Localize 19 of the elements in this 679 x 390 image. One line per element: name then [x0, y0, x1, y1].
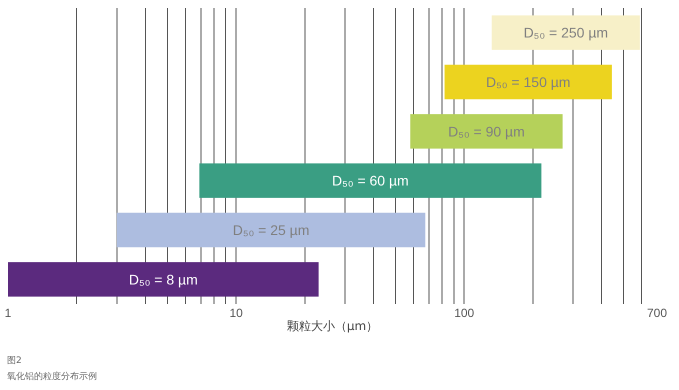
y-tick-label: D₅₀ = 250 µm: [524, 24, 608, 41]
bar: [116, 212, 426, 248]
y-tick-label: D₅₀ = 60 µm: [332, 172, 409, 189]
bar: [410, 114, 563, 149]
x-tick-label: 700: [646, 306, 668, 320]
y-tick-label: D₅₀ = 150 µm: [486, 74, 570, 90]
y-tick-label: D₅₀ = 8 µm: [128, 271, 198, 288]
bar: [199, 163, 542, 198]
caption: 图2: [7, 356, 22, 366]
text: 氧化铝的粒度分布示例: [7, 371, 97, 382]
bar: [444, 64, 612, 100]
y-tick-label: D₅₀ = 90 µm: [448, 123, 525, 140]
x-axis-title: 颗粒大小（µm）: [286, 318, 378, 333]
y-tick-label: D₅₀ = 25 µm: [232, 222, 310, 238]
bar: [492, 15, 640, 50]
bar: [8, 262, 319, 297]
x-tick-label: 10: [229, 306, 244, 320]
x-tick-label: 100: [454, 306, 475, 320]
x-tick-label: 1: [4, 306, 12, 320]
